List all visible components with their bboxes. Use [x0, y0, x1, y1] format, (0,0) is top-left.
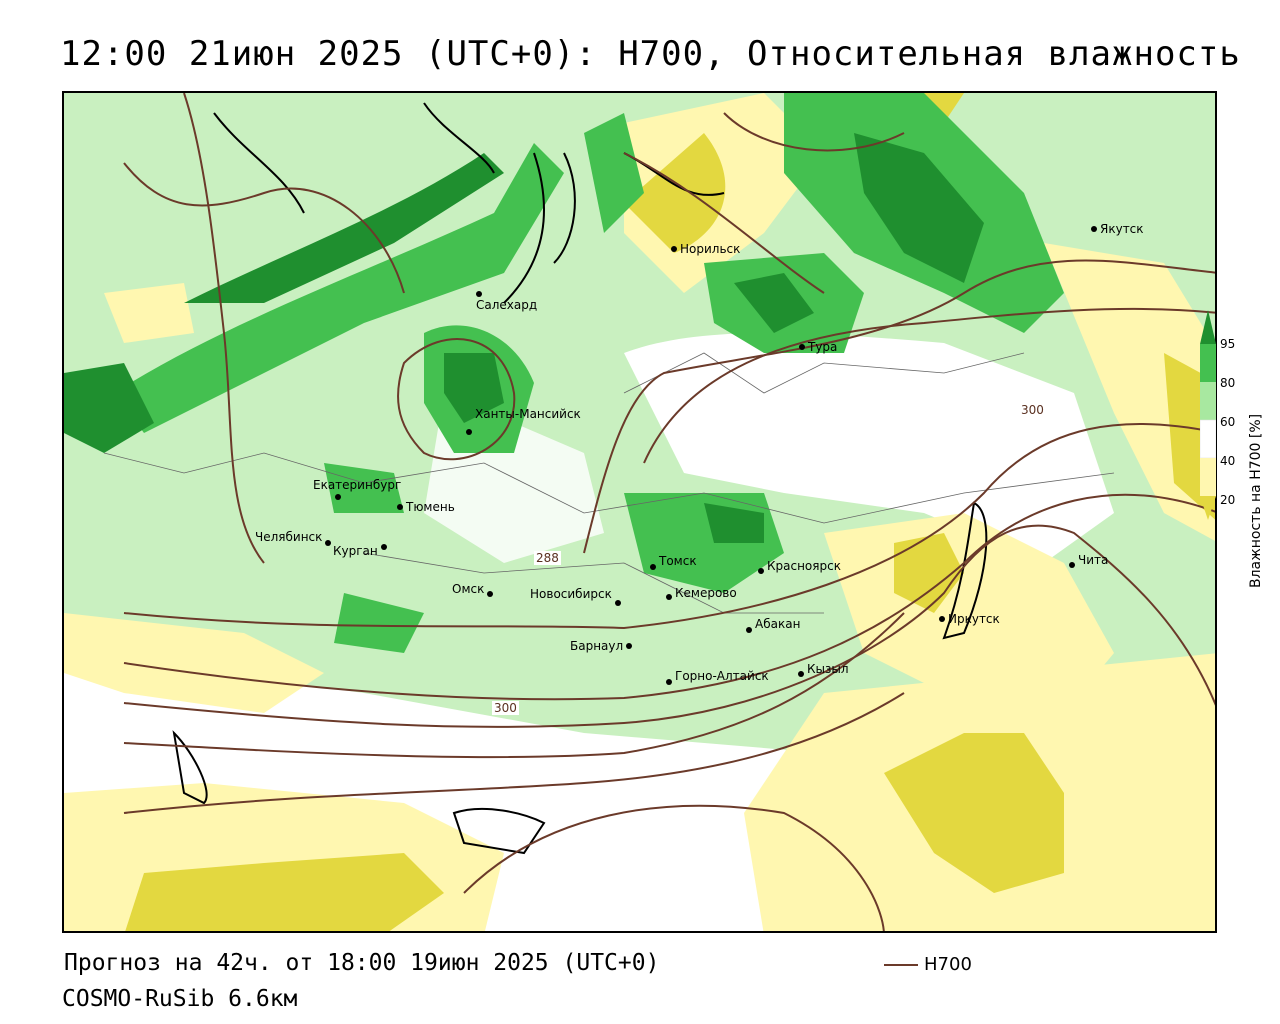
city-marker: Новосибирск: [530, 587, 621, 606]
colorbar-tick: 40: [1220, 454, 1236, 468]
city-dot-icon: [487, 591, 494, 597]
city-dot-icon: [335, 494, 341, 500]
model-name: COSMO-RuSib 6.6км: [62, 986, 298, 1012]
city-marker: Екатеринбург: [313, 478, 401, 500]
city-label: Якутск: [1100, 222, 1144, 236]
contour-label: 288: [534, 551, 561, 565]
city-dot-icon: [397, 504, 403, 510]
city-marker: Якутск: [1091, 222, 1144, 236]
city-label: Новосибирск: [530, 587, 612, 601]
map-title: 12:00 21июн 2025 (UTC+0): H700, Относите…: [60, 34, 1241, 74]
city-dot-icon: [614, 600, 621, 606]
city-dot-icon: [380, 544, 387, 550]
legend-label: H700: [924, 954, 972, 975]
colorbar-tick: 60: [1220, 415, 1236, 429]
city-dot-icon: [671, 246, 677, 252]
city-label: Чита: [1078, 553, 1109, 567]
city-dot-icon: [466, 429, 472, 435]
forecast-info: Прогноз на 42ч. от 18:00 19июн 2025 (UTC…: [64, 950, 660, 976]
city-marker: Иркутск: [939, 612, 1000, 626]
city-marker: Томск: [650, 554, 697, 570]
city-marker: Красноярск: [758, 559, 841, 574]
city-marker: Чита: [1069, 553, 1109, 568]
humidity-field: [64, 93, 1215, 931]
city-dot-icon: [746, 627, 752, 633]
city-dot-icon: [666, 594, 672, 600]
contour-legend: H700: [884, 954, 972, 975]
city-marker: Абакан: [746, 617, 801, 633]
city-marker: Челябинск: [255, 530, 332, 546]
city-marker: Салехард: [476, 291, 537, 312]
city-label: Тюмень: [406, 500, 455, 514]
city-dot-icon: [650, 564, 656, 570]
city-label: Кемерово: [675, 586, 737, 600]
city-label: Абакан: [755, 617, 801, 631]
city-label: Барнаул: [570, 639, 624, 653]
city-marker: Тура: [799, 340, 837, 354]
city-dot-icon: [758, 568, 764, 574]
city-marker: Горно-Алтайск: [666, 669, 769, 685]
city-label: Тура: [808, 340, 838, 354]
city-label: Екатеринбург: [313, 478, 402, 492]
city-label: Норильск: [680, 242, 741, 256]
city-label: Челябинск: [255, 530, 323, 544]
city-marker: Курган: [333, 544, 387, 558]
contour-label: 300: [1019, 403, 1046, 417]
colorbar-tick: 20: [1220, 493, 1236, 507]
contour-label: 300: [492, 701, 519, 715]
city-marker: Ханты-Мансийск: [466, 407, 581, 435]
city-label: Курган: [333, 544, 378, 558]
city-dot-icon: [1069, 562, 1075, 568]
city-marker: Кызыл: [798, 662, 849, 677]
city-dot-icon: [476, 291, 482, 297]
city-marker: Омск: [452, 582, 494, 597]
city-dot-icon: [939, 616, 945, 622]
city-label: Кызыл: [807, 662, 849, 676]
city-marker: Норильск: [671, 242, 740, 256]
city-dot-icon: [666, 679, 672, 685]
colorbar-title: Влажность на H700 [%]: [1248, 413, 1264, 588]
humidity-colorbar: [1200, 310, 1216, 520]
map-area: 288 300 300: [62, 91, 1217, 933]
city-marker: Барнаул: [570, 639, 633, 653]
legend-line-icon: [884, 963, 918, 966]
city-dot-icon: [1091, 226, 1097, 232]
city-label: Салехард: [476, 298, 538, 312]
city-marker: Тюмень: [397, 500, 455, 514]
city-dot-icon: [799, 344, 805, 350]
city-dot-icon: [325, 540, 332, 546]
city-label: Красноярск: [767, 559, 841, 573]
city-label: Омск: [452, 582, 485, 596]
city-label: Иркутск: [948, 612, 1000, 626]
city-label: Горно-Алтайск: [675, 669, 769, 683]
colorbar-tick: 80: [1220, 376, 1236, 390]
city-dot-icon: [798, 671, 804, 677]
city-label: Ханты-Мансийск: [475, 407, 581, 421]
city-dot-icon: [626, 643, 633, 649]
city-marker: Кемерово: [666, 586, 737, 600]
colorbar-tick: 95: [1220, 337, 1236, 351]
city-label: Томск: [659, 554, 697, 568]
